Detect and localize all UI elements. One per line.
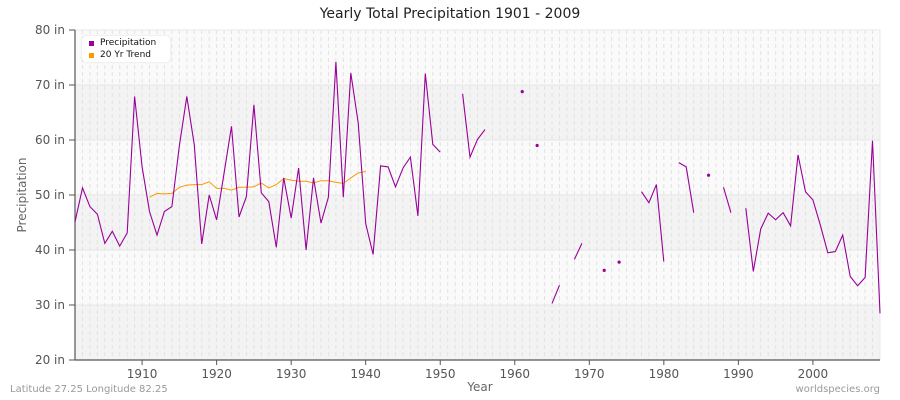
- legend-item-trend: 20 Yr Trend: [89, 49, 170, 61]
- axes: 20 in 30 in 40 in 50 in 60 in 70 in 80 in 1910 1…: [35, 23, 880, 381]
- x-tick-label: 1970: [574, 367, 605, 381]
- data-point: [602, 268, 606, 272]
- line-segment: [745, 140, 881, 314]
- line-segment: [722, 187, 732, 213]
- y-tick-label: 30 in: [35, 298, 65, 312]
- x-tick-label: 1940: [350, 367, 381, 381]
- x-tick-label: 1930: [276, 367, 307, 381]
- line-segment: [573, 243, 583, 260]
- y-tick-label: 20 in: [35, 353, 65, 367]
- line-segment: [678, 162, 695, 213]
- x-tick-label: 1990: [723, 367, 754, 381]
- chart-title: Yearly Total Precipitation 1901 - 2009: [319, 6, 581, 22]
- precipitation-swatch-icon: [89, 40, 94, 46]
- line-segment: [74, 61, 441, 255]
- line-segment: [551, 284, 561, 304]
- data-point: [520, 90, 524, 94]
- x-axis-title: Year: [466, 380, 492, 394]
- legend-item-precipitation: Precipitation: [89, 37, 170, 49]
- x-tick-label: 1920: [201, 367, 232, 381]
- y-tick-label: 50 in: [35, 188, 65, 202]
- y-tick-label: 80 in: [35, 23, 65, 37]
- x-tick-label: 1960: [499, 367, 530, 381]
- legend: Precipitation 20 Yr Trend: [82, 36, 170, 62]
- x-tick-label: 2000: [798, 367, 829, 381]
- y-tick-label: 40 in: [35, 243, 65, 257]
- precipitation-line: [74, 61, 881, 314]
- y-tick-label: 60 in: [35, 133, 65, 147]
- data-point: [535, 143, 539, 148]
- line-segment: [641, 184, 665, 262]
- data-point: [706, 173, 711, 177]
- y-axis-title: Precipitation: [15, 157, 29, 232]
- legend-label-precipitation: Precipitation: [100, 38, 157, 48]
- footer-coordinates: Latitude 27.25 Longitude 82.25: [10, 384, 168, 395]
- x-tick-label: 1980: [649, 367, 680, 381]
- legend-label-trend: 20 Yr Trend: [100, 50, 152, 60]
- data-point: [617, 260, 621, 264]
- trend-swatch-icon: [89, 52, 94, 58]
- footer-source: worldspecies.org: [795, 384, 880, 395]
- x-tick-label: 1910: [127, 367, 158, 381]
- y-tick-label: 70 in: [35, 78, 65, 92]
- line-segment: [462, 93, 486, 160]
- x-tick-label: 1950: [425, 367, 456, 381]
